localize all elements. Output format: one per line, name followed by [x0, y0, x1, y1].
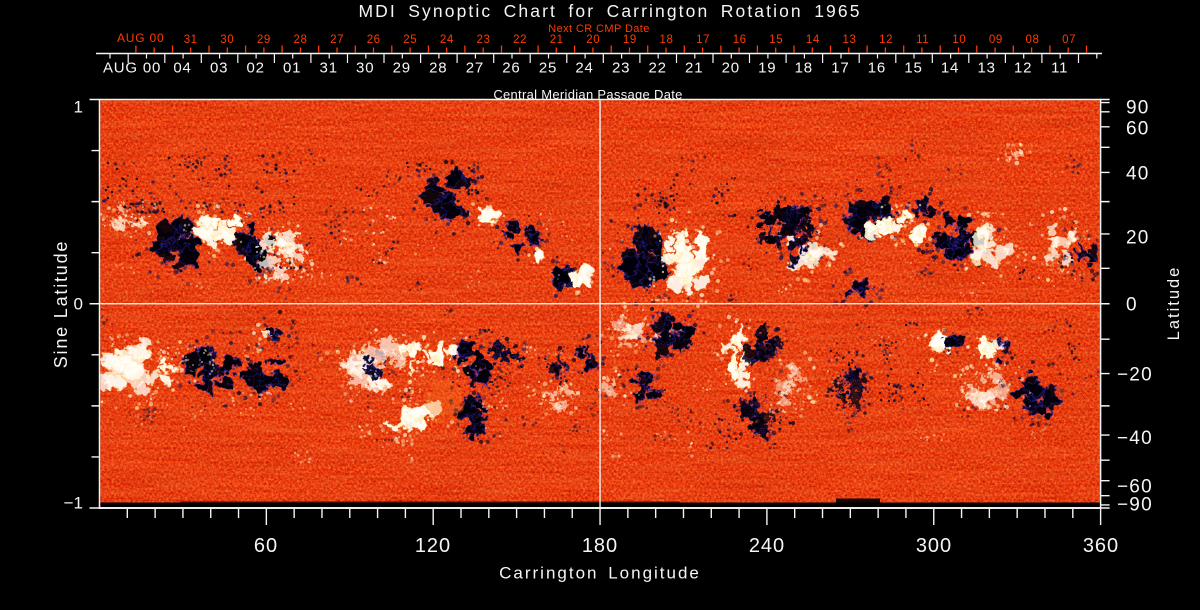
svg-text:28: 28 — [429, 60, 447, 77]
svg-text:30: 30 — [220, 34, 234, 46]
svg-text:360: 360 — [1083, 535, 1119, 557]
svg-text:31: 31 — [184, 34, 198, 46]
svg-text:24: 24 — [440, 34, 454, 46]
svg-text:25: 25 — [539, 60, 557, 77]
svg-text:26: 26 — [502, 60, 520, 77]
svg-text:15: 15 — [904, 60, 922, 77]
svg-text:29: 29 — [393, 60, 411, 77]
svg-text:−60: −60 — [1117, 477, 1153, 498]
svg-text:−1: −1 — [64, 494, 83, 513]
svg-text:Latitude: Latitude — [1165, 266, 1183, 341]
svg-text:27: 27 — [466, 60, 484, 77]
svg-text:−20: −20 — [1117, 365, 1153, 386]
svg-text:0: 0 — [1126, 295, 1138, 316]
svg-text:18: 18 — [660, 34, 674, 46]
svg-text:31: 31 — [320, 60, 338, 77]
svg-text:20: 20 — [586, 34, 600, 46]
svg-text:22: 22 — [648, 60, 666, 77]
svg-text:12: 12 — [1014, 60, 1032, 77]
svg-text:13: 13 — [977, 60, 995, 77]
svg-text:Central Meridian Passage Date: Central Meridian Passage Date — [493, 87, 682, 102]
svg-text:1: 1 — [74, 98, 83, 117]
svg-text:27: 27 — [330, 34, 344, 46]
svg-text:13: 13 — [843, 34, 857, 46]
svg-text:AUG 00: AUG 00 — [103, 60, 161, 77]
svg-text:01: 01 — [283, 60, 301, 77]
svg-text:14: 14 — [806, 34, 820, 46]
svg-text:17: 17 — [696, 34, 710, 46]
svg-text:MDI Synoptic Chart for Carring: MDI Synoptic Chart for Carrington Rotati… — [358, 1, 861, 21]
svg-text:08: 08 — [1026, 34, 1040, 46]
svg-text:21: 21 — [550, 34, 564, 46]
svg-text:Next CR CMP Date: Next CR CMP Date — [548, 23, 650, 35]
svg-text:90: 90 — [1126, 98, 1150, 119]
svg-text:30: 30 — [356, 60, 374, 77]
svg-text:300: 300 — [916, 535, 952, 557]
svg-text:21: 21 — [685, 60, 703, 77]
svg-text:16: 16 — [868, 60, 886, 77]
svg-text:23: 23 — [477, 34, 491, 46]
svg-text:0: 0 — [74, 295, 83, 314]
svg-text:07: 07 — [1062, 34, 1076, 46]
svg-text:09: 09 — [989, 34, 1003, 46]
svg-text:−40: −40 — [1117, 428, 1153, 449]
svg-text:11: 11 — [1051, 60, 1068, 77]
svg-text:Carrington Longitude: Carrington Longitude — [499, 564, 701, 583]
svg-text:180: 180 — [582, 535, 618, 557]
svg-text:26: 26 — [367, 34, 381, 46]
svg-text:120: 120 — [415, 535, 451, 557]
svg-text:17: 17 — [831, 60, 849, 77]
svg-text:Sine Latitude: Sine Latitude — [51, 240, 71, 368]
svg-text:60: 60 — [254, 535, 278, 557]
svg-text:25: 25 — [403, 34, 417, 46]
svg-text:14: 14 — [941, 60, 959, 77]
svg-text:03: 03 — [210, 60, 228, 77]
svg-text:02: 02 — [246, 60, 264, 77]
svg-text:20: 20 — [1126, 228, 1150, 249]
svg-text:11: 11 — [916, 34, 929, 46]
svg-text:20: 20 — [722, 60, 740, 77]
svg-text:10: 10 — [952, 34, 966, 46]
svg-text:16: 16 — [733, 34, 747, 46]
svg-text:−90: −90 — [1117, 495, 1153, 516]
svg-text:15: 15 — [769, 34, 783, 46]
svg-text:29: 29 — [257, 34, 271, 46]
svg-text:12: 12 — [879, 34, 893, 46]
svg-text:40: 40 — [1126, 164, 1150, 185]
svg-text:AUG 00: AUG 00 — [117, 31, 165, 45]
svg-text:23: 23 — [612, 60, 630, 77]
svg-text:04: 04 — [173, 60, 191, 77]
svg-text:19: 19 — [758, 60, 776, 77]
svg-text:19: 19 — [623, 34, 637, 46]
svg-text:28: 28 — [294, 34, 308, 46]
svg-text:60: 60 — [1126, 119, 1150, 140]
svg-text:240: 240 — [749, 535, 785, 557]
svg-text:24: 24 — [575, 60, 593, 77]
svg-text:22: 22 — [513, 34, 527, 46]
svg-text:18: 18 — [795, 60, 813, 77]
